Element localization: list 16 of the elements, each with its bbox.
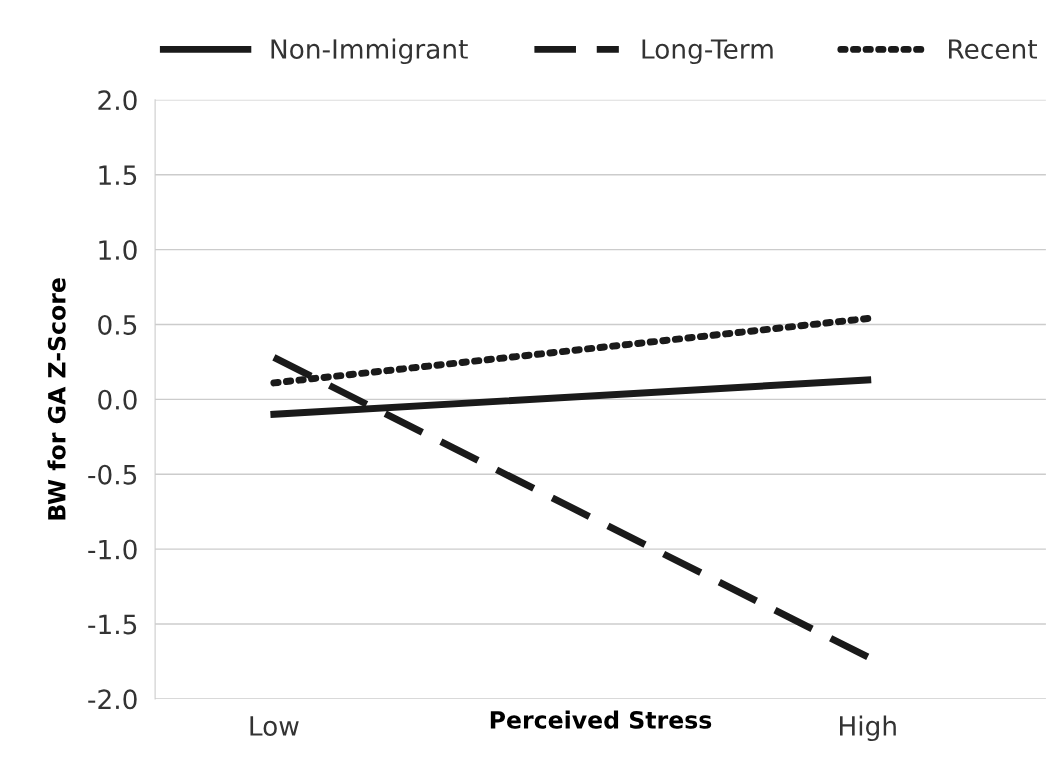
x-axis-title: Perceived Stress: [490, 710, 712, 729]
y-tick-label: 0.0: [98, 389, 137, 410]
y-axis-title: BW for GA Z-Score: [47, 278, 66, 520]
y-tick-label: 0.5: [98, 314, 137, 335]
x-tick-label: Low: [250, 716, 299, 736]
y-tick-label: -2.0: [88, 689, 137, 710]
y-tick-label: 2.0: [98, 90, 137, 111]
y-tick-label: 1.0: [99, 240, 137, 260]
legend-label: Recent: [949, 39, 1037, 59]
x-tick-label: High: [840, 715, 896, 742]
y-tick-label: -0.5: [88, 464, 137, 485]
legend-label: Non-Immigrant: [271, 38, 468, 65]
y-tick-label: 1.5: [99, 165, 137, 186]
legend-label: Long-Term: [642, 39, 773, 65]
y-tick-label: -1.5: [88, 614, 137, 635]
y-tick-label: -1.0: [88, 539, 137, 560]
